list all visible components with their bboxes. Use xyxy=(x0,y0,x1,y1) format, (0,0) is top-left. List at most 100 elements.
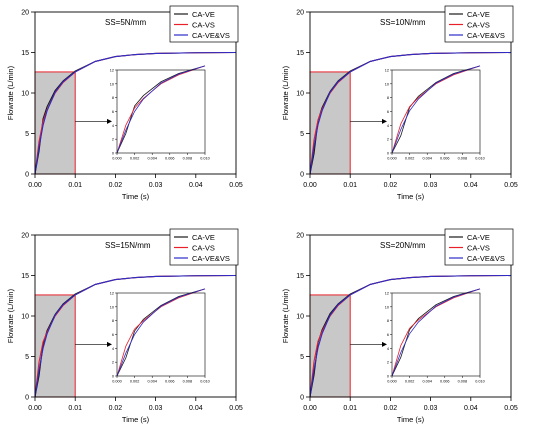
shaded-region xyxy=(34,71,76,175)
inset-x-tick-label: 0.004 xyxy=(147,157,157,161)
inset-y-tick-label: 8 xyxy=(112,96,114,100)
y-tick-label: 15 xyxy=(296,273,304,280)
inset-x-tick-label: 0.004 xyxy=(147,380,157,384)
x-tick-label: 0.00 xyxy=(303,182,317,189)
y-tick-label: 5 xyxy=(25,131,29,138)
x-tick-label: 0.01 xyxy=(343,405,357,412)
inset-y-tick-label: 8 xyxy=(112,319,114,323)
y-tick-label: 5 xyxy=(300,354,304,361)
inset-y-tick-label: 6 xyxy=(112,333,114,337)
y-tick-label: 10 xyxy=(296,314,304,321)
inset-background xyxy=(392,293,480,376)
y-tick-label: 0 xyxy=(300,172,304,179)
inset-x-tick-label: 0.006 xyxy=(440,380,450,384)
inset-background xyxy=(117,70,205,153)
inset-series-line-ca-ve xyxy=(116,65,206,154)
inset-x-tick-label: 0.002 xyxy=(130,380,140,384)
x-tick-label: 0.01 xyxy=(68,182,82,189)
x-tick-label: 0.02 xyxy=(109,405,123,412)
inset-series-line-ca-ve xyxy=(116,288,206,377)
inset-x-tick-label: 0.004 xyxy=(422,380,432,384)
x-tick-label: 0.04 xyxy=(464,182,478,189)
y-tick-label: 20 xyxy=(296,10,304,17)
inset-series-line-ca-ve xyxy=(391,288,481,377)
legend-label: CA-VS xyxy=(192,244,215,253)
x-tick-label: 0.03 xyxy=(149,405,163,412)
ss-annotation: SS=5N/mm xyxy=(105,18,146,27)
inset-x-tick-label: 0.000 xyxy=(387,157,397,161)
chart-panel-4: 0.00 0.01 0.02 0.03 0.04 0.05 0 5 10 15 20 Time (s)… xyxy=(281,228,518,424)
inset-series-line-ca-vs xyxy=(391,288,481,377)
pointer-arrowhead xyxy=(382,341,387,347)
x-tick-label: 0.05 xyxy=(504,405,518,412)
x-tick-label: 0.03 xyxy=(424,182,438,189)
y-tick-label: 20 xyxy=(296,233,304,240)
legend-label: CA-VE&VS xyxy=(192,254,230,263)
legend-label: CA-VE&VS xyxy=(192,31,230,40)
inset-y-tick-label: 2 xyxy=(387,138,389,142)
inset-y-tick-label: 8 xyxy=(387,319,389,323)
inset-x-tick-label: 0.010 xyxy=(475,380,485,384)
x-tick-label: 0.04 xyxy=(464,405,478,412)
inset-series-line-ca-vs xyxy=(116,288,206,377)
y-tick-label: 10 xyxy=(296,91,304,98)
x-axis-label: Time (s) xyxy=(397,415,425,424)
series-line-ca-ve-vs xyxy=(34,274,237,398)
inset-x-tick-label: 0.008 xyxy=(458,157,468,161)
y-tick-label: 15 xyxy=(21,273,29,280)
inset-series-line-ca-ve-vs xyxy=(116,65,206,154)
inset-y-tick-label: 0 xyxy=(387,152,389,156)
y-axis-label: Flowrate (L/min) xyxy=(6,65,15,120)
x-tick-label: 0.00 xyxy=(28,405,42,412)
pointer-arrowhead xyxy=(107,341,112,347)
inset-series-line-ca-ve-vs xyxy=(116,288,206,377)
pointer-arrowhead xyxy=(107,118,112,124)
pointer-arrowhead xyxy=(382,118,387,124)
legend-label: CA-VE&VS xyxy=(467,31,505,40)
x-tick-label: 0.00 xyxy=(303,405,317,412)
x-tick-label: 0.03 xyxy=(424,405,438,412)
inset-x-tick-label: 0.008 xyxy=(183,380,193,384)
y-tick-label: 20 xyxy=(21,10,29,17)
inset-series-line-ca-ve xyxy=(391,65,481,154)
legend-label: CA-VS xyxy=(467,244,490,253)
y-axis-label: Flowrate (L/min) xyxy=(6,288,15,343)
inset-y-tick-label: 6 xyxy=(112,110,114,114)
inset-y-tick-label: 6 xyxy=(387,333,389,337)
x-axis-label: Time (s) xyxy=(397,192,425,201)
x-tick-label: 0.04 xyxy=(189,182,203,189)
legend-label: CA-VE&VS xyxy=(467,254,505,263)
inset-x-tick-label: 0.002 xyxy=(130,157,140,161)
y-tick-label: 0 xyxy=(300,395,304,402)
x-tick-label: 0.02 xyxy=(384,405,398,412)
inset-x-tick-label: 0.006 xyxy=(440,157,450,161)
inset-y-tick-label: 0 xyxy=(112,152,114,156)
y-axis-label: Flowrate (L/min) xyxy=(281,288,290,343)
x-axis-label: Time (s) xyxy=(122,415,150,424)
inset-series-line-ca-vs xyxy=(391,65,481,154)
inset-y-tick-label: 0 xyxy=(112,375,114,379)
inset-x-tick-label: 0.002 xyxy=(405,157,415,161)
inset-y-tick-label: 4 xyxy=(112,124,114,128)
x-tick-label: 0.05 xyxy=(229,405,243,412)
inset-y-tick-label: 10 xyxy=(385,82,389,86)
ss-annotation: SS=15N/mm xyxy=(105,241,151,250)
legend-label: CA-VS xyxy=(192,21,215,30)
y-tick-label: 20 xyxy=(21,233,29,240)
inset-x-tick-label: 0.006 xyxy=(165,380,175,384)
x-tick-label: 0.02 xyxy=(109,182,123,189)
inset-x-tick-label: 0.010 xyxy=(475,157,485,161)
ss-annotation: SS=20N/mm xyxy=(380,241,426,250)
ss-annotation: SS=10N/mm xyxy=(380,18,426,27)
inset-x-tick-label: 0.006 xyxy=(165,157,175,161)
inset-x-tick-label: 0.008 xyxy=(183,157,193,161)
inset-y-tick-label: 10 xyxy=(110,82,114,86)
x-tick-label: 0.02 xyxy=(384,182,398,189)
inset-y-tick-label: 4 xyxy=(387,347,389,351)
inset-y-tick-label: 2 xyxy=(387,361,389,365)
shaded-region xyxy=(309,71,351,175)
